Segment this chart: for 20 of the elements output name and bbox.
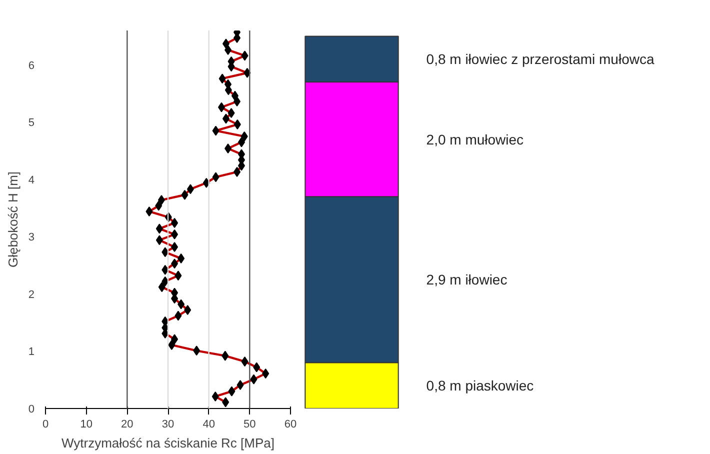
x-tick-label: 20 xyxy=(121,418,134,430)
y-tick-label: 3 xyxy=(28,232,35,244)
y-tick-label: 4 xyxy=(28,174,35,186)
x-tick-label: 60 xyxy=(284,418,297,430)
x-tick-label: 40 xyxy=(202,418,215,430)
series-label: 2,0 m mułowiec xyxy=(426,131,524,148)
x-tick-label: 0 xyxy=(42,418,49,430)
y-tick-label: 2 xyxy=(28,288,35,301)
y-tick-label: 0 xyxy=(28,404,35,416)
y-tick-label: 6 xyxy=(28,60,35,72)
y-axis-title: Głębokość H [m] xyxy=(5,171,20,268)
series-label: 2,9 m iłowiec xyxy=(426,272,508,288)
x-tick-label: 50 xyxy=(244,418,256,430)
series-label: 0,8 m piaskowiec xyxy=(426,378,534,394)
x-tick-label: 10 xyxy=(80,418,92,430)
x-axis-title: Wytrzymałość na ściskanie Rc [MPa] xyxy=(62,436,275,450)
y-tick-label: 5 xyxy=(28,117,35,130)
x-tick-label: 30 xyxy=(162,418,174,430)
series-label: 0,8 m iłowiec z przerostami mułowca xyxy=(426,51,654,68)
y-tick-label: 1 xyxy=(28,346,35,358)
